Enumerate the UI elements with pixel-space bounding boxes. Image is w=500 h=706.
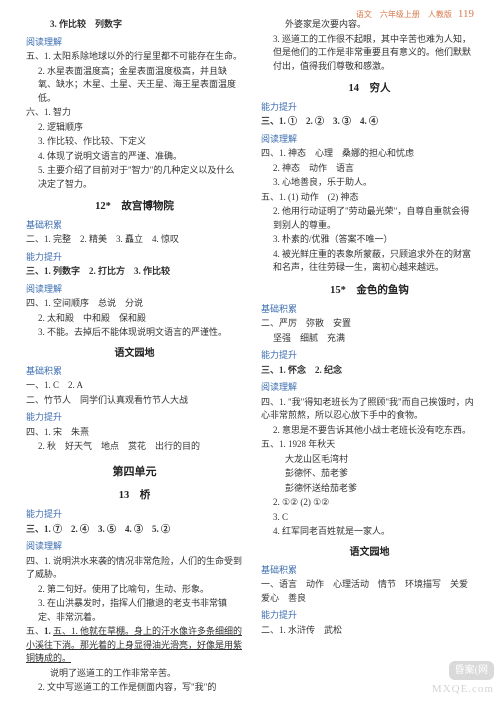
right-column: 外婆家是次要内容。 3. 巡道工的工作很不起眼，其中辛苦也难为人知，但是他们的工… [261,18,478,696]
text: 六、1. 智力 [26,106,243,120]
text: 二、严厉 弥散 安置 [261,317,478,331]
text: 2. 第二句好。使用了比喻句，生动、形象。 [26,583,243,597]
section-yuedu: 阅读理解 [26,36,243,50]
section-jichu: 基础积累 [26,365,243,379]
text: 三、1. 怀念 2. 纪念 [261,364,478,378]
text: 四、1. 宋 朱熹 [26,426,243,440]
text: 4. 被光鲜庄重的表象所蒙蔽，只顾追求外在的财富和名声，往往劳碌一生，离初心越来… [261,248,478,275]
text: 2. 秋 好天气 地点 赏花 出行的目的 [26,440,243,454]
watermark: 昏案(网 MXQE.com [432,661,494,698]
text: 四、1. 神态 心理 桑娜的担心和忧虑 [261,147,478,161]
text: 3. 在山洪暴发时，指挥人们撤退的老支书非常镇定、非常沉着。 [26,597,243,624]
text: 三、1. ⑦ 2. ④ 3. ⑤ 4. ③ 5. ② [26,523,243,537]
text: 四、1. 说明洪水来袭的情况非常危险，人们的生命受到了威胁。 [26,555,243,582]
text: 五、1. 1928 年秋天 [261,438,478,452]
text: 2. 他用行动证明了"劳动最光荣"，自尊自重就会得到别人的尊重。 [261,205,478,232]
text: 彭德怀、茄老爹 [261,467,478,481]
text: 2. 水星表面温度高；金星表面温度极高，并且缺氧、缺水；木星、土星、天王星、海王… [26,65,243,106]
section-nengli: 能力提升 [261,101,478,115]
watermark-url: MXQE.com [432,681,494,698]
text: 说明了巡道工的工作非常辛苦。 [26,667,243,681]
page-body: 3. 作比较 列数字 阅读理解 五、1. 太阳系除地球以外的行星里都不可能存在生… [0,0,500,706]
left-column: 3. 作比较 列数字 阅读理解 五、1. 太阳系除地球以外的行星里都不可能存在生… [26,18,243,696]
lesson-title: 12* 故宫博物院 [26,199,243,215]
text: 五、1. 五、1. 他就在草棚。身上的汗水像许多条细细的小溪往下淌。那光着的上身… [26,625,243,666]
section-nengli: 能力提升 [26,251,243,265]
text: 一、语言 动作 心理活动 情节 环境描写 关爱 爱心 善良 [261,578,478,605]
page-number: 119 [458,8,474,20]
subsection-title: 语文园地 [261,545,478,560]
section-nengli: 能力提升 [261,609,478,623]
subsection-title: 语文园地 [26,346,243,361]
text: 2. 神态 动作 语言 [261,162,478,176]
text: 二、1. 水浒传 武松 [261,624,478,638]
text: 3. 作比较 列数字 [26,18,243,32]
section-jichu: 基础积累 [261,303,478,317]
text: 三、1. ① 2. ② 3. ③ 4. ④ [261,115,478,129]
text: 2. 文中写巡道工的工作是侧面内容，写"我"的 [26,681,243,695]
text: 2. 逻辑顺序 [26,121,243,135]
header-text: 语文 六年级上册 人教版 [356,10,452,19]
text: 2. ①② (2) ①② [261,496,478,510]
section-nengli: 能力提升 [261,349,478,363]
unit-title: 第四单元 [26,464,243,481]
text: 彭德怀送给茄老爹 [261,482,478,496]
text: 坚强 细腻 充满 [261,332,478,346]
watermark-badge: 昏案(网 [449,661,494,680]
lesson-title: 15* 金色的鱼钩 [261,283,478,299]
text: 大龙山区毛湾村 [261,453,478,467]
lesson-title: 13 桥 [26,488,243,504]
section-nengli: 能力提升 [26,508,243,522]
text: 3. 作比较、作比较、下定义 [26,135,243,149]
text: 2. 意思是不要告诉其他小战士老班长没有吃东西。 [261,424,478,438]
section-yuedu: 阅读理解 [26,283,243,297]
section-jichu: 基础积累 [26,219,243,233]
text: 五、1. 太阳系除地球以外的行星里都不可能存在生命。 [26,50,243,64]
text: 3. C [261,511,478,525]
text: 五、1. (1) 动作 (2) 神态 [261,191,478,205]
text: 一、1. C 2. A [26,379,243,393]
text: 3. 不能。去掉后不能体现说明文语言的严谨性。 [26,326,243,340]
text: 3. 巡道工的工作很不起眼，其中辛苦也难为人知，但是他们的工作是非常重要且有意义… [261,33,478,74]
text: 4. 红军同老百姓就是一家人。 [261,525,478,539]
section-yuedu: 阅读理解 [26,540,243,554]
text: 二、竹节人 同学们认真观看竹节人大战 [26,394,243,408]
section-nengli: 能力提升 [26,411,243,425]
section-yuedu: 阅读理解 [261,133,478,147]
text: 4. 体现了说明文语言的严谨、准确。 [26,150,243,164]
section-yuedu: 阅读理解 [261,381,478,395]
text: 三、1. 列数字 2. 打比方 3. 作比较 [26,265,243,279]
text: 5. 主要介绍了目前对于"智力"的几种定义以及什么决定了智力。 [26,164,243,191]
text: 四、1. "我"得知老班长为了照顾"我"而自己挨饿时，内心非常煎熬，所以忍心放下… [261,396,478,423]
text: 3. 心地善良，乐于助人。 [261,176,478,190]
text: 3. 朴素的/优雅（答案不唯一） [261,233,478,247]
lesson-title: 14 穷人 [261,81,478,97]
text: 2. 太和殿 中和殿 保和殿 [26,312,243,326]
text: 四、1. 空间顺序 总说 分说 [26,297,243,311]
section-jichu: 基础积累 [261,564,478,578]
text: 二、1. 完整 2. 精美 3. 矗立 4. 惊叹 [26,233,243,247]
